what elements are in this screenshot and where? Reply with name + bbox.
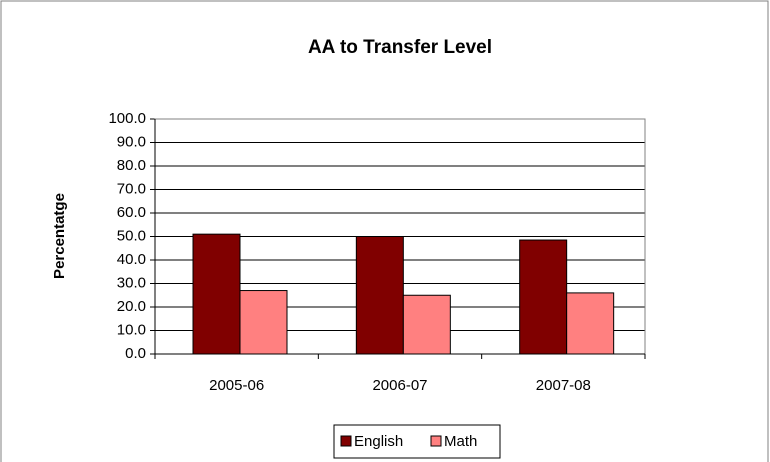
x-tick-label: 2007-08	[536, 377, 591, 394]
y-tick-label: 100.0	[108, 110, 146, 127]
bar	[192, 233, 241, 355]
chart-title: AA to Transfer Level	[308, 37, 492, 58]
bar	[566, 292, 615, 355]
y-tick-label: 90.0	[117, 133, 146, 150]
y-tick-label: 80.0	[117, 157, 146, 174]
y-axis-label: Percentatge	[51, 193, 68, 279]
y-tick-label: 10.0	[117, 321, 146, 338]
y-tick-label: 30.0	[117, 274, 146, 291]
y-tick-label: 0.0	[125, 345, 146, 362]
y-tick-label: 70.0	[117, 180, 146, 197]
legend-label: English	[354, 433, 403, 450]
legend-swatch	[340, 435, 352, 447]
x-tick-label: 2005-06	[209, 377, 264, 394]
legend-box	[333, 424, 501, 459]
y-tick-label: 20.0	[117, 298, 146, 315]
x-tick-label: 2006-07	[372, 377, 427, 394]
bar	[519, 239, 568, 355]
bar	[402, 294, 451, 355]
legend-swatch	[430, 435, 442, 447]
bar	[355, 236, 404, 355]
y-tick-label: 50.0	[117, 227, 146, 244]
bar	[239, 290, 288, 355]
y-tick-label: 60.0	[117, 204, 146, 221]
legend-label: Math	[444, 433, 477, 450]
y-tick-label: 40.0	[117, 251, 146, 268]
